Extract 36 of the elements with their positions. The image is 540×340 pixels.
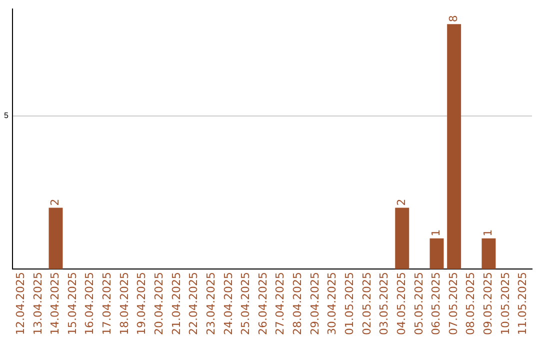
x-tick-label: 21.04.2025 xyxy=(170,272,183,336)
x-tick-label: 19.04.2025 xyxy=(135,272,148,336)
x-tick-label: 27.04.2025 xyxy=(274,272,287,336)
x-tick-label: 02.05.2025 xyxy=(360,272,374,336)
data-label: 2 xyxy=(394,198,408,206)
x-tick-label: 16.04.2025 xyxy=(83,272,96,336)
x-tick-label: 13.04.2025 xyxy=(31,272,44,336)
x-tick-label: 24.04.2025 xyxy=(222,272,235,336)
x-tick-label: 29.04.2025 xyxy=(308,272,322,336)
x-tick-label: 20.04.2025 xyxy=(152,272,166,336)
x-tick-label: 22.04.2025 xyxy=(187,272,200,336)
x-tick-label: 30.04.2025 xyxy=(326,272,339,336)
x-tick-label: 14.04.2025 xyxy=(48,272,62,336)
x-tick-label: 03.05.2025 xyxy=(378,272,391,336)
x-tick-label: 17.04.2025 xyxy=(100,272,114,336)
x-tick-label: 06.05.2025 xyxy=(430,272,443,336)
x-tick-label: 07.05.2025 xyxy=(446,272,460,336)
x-tick-label: 01.05.2025 xyxy=(343,272,356,336)
x-tick-label: 28.04.2025 xyxy=(291,272,304,336)
x-tick-label: 10.05.2025 xyxy=(498,272,512,336)
x-tick-label: 23.04.2025 xyxy=(204,272,218,336)
data-label: 8 xyxy=(446,15,460,22)
data-label: 2 xyxy=(48,198,62,206)
x-tick-label: 05.05.2025 xyxy=(412,272,426,336)
data-label: 1 xyxy=(482,229,495,236)
x-tick-label: 12.04.2025 xyxy=(14,272,27,336)
x-tick-label: 18.04.2025 xyxy=(118,272,131,336)
y-tick-label: 5 xyxy=(4,111,9,120)
x-tick-label: 08.05.2025 xyxy=(464,272,478,336)
x-tick-label: 04.05.2025 xyxy=(394,272,408,336)
x-tick-label: 25.04.2025 xyxy=(239,272,252,336)
x-tick-label: 15.04.2025 xyxy=(66,272,79,336)
x-tick-label: 26.04.2025 xyxy=(256,272,270,336)
x-tick-label: 09.05.2025 xyxy=(482,272,495,336)
x-tick-label: 11.05.2025 xyxy=(516,272,530,336)
data-label: 1 xyxy=(430,229,443,236)
